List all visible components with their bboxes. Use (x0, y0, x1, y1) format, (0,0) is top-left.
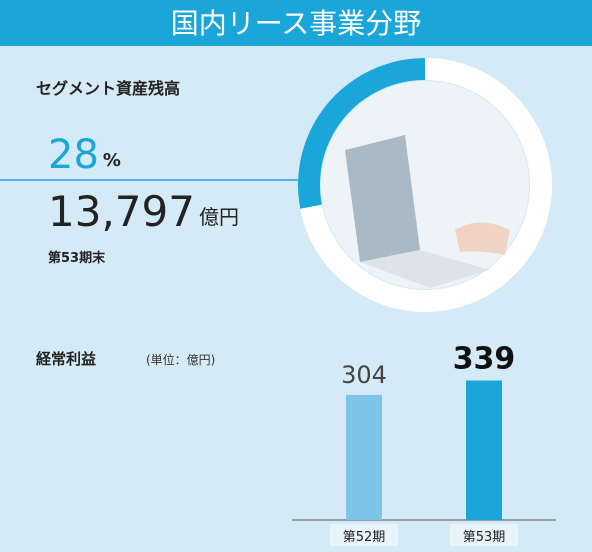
unit-note: (単位：億円) (146, 352, 215, 367)
x-tick-label: 第52期 (343, 530, 386, 545)
value-label: 339 (453, 342, 516, 377)
share-value: 28 (48, 132, 99, 178)
section-title: 経常利益 (36, 350, 96, 368)
category-box (330, 524, 398, 546)
share-unit: % (103, 150, 121, 171)
photo (321, 81, 529, 289)
note: 第53期末 (48, 250, 106, 266)
bar (346, 394, 382, 520)
header-bar (0, 0, 592, 46)
donut-segment (297, 58, 425, 209)
x-tick-label: 第53期 (463, 530, 506, 545)
section-title: セグメント資産残高 (36, 79, 180, 98)
amount-unit: 億円 (199, 205, 239, 229)
bar (466, 380, 502, 520)
value-label: 304 (341, 361, 387, 389)
category-box (450, 524, 518, 546)
amount: 13,797 (48, 187, 195, 236)
header-title: 国内リース事業分野 (171, 7, 422, 40)
